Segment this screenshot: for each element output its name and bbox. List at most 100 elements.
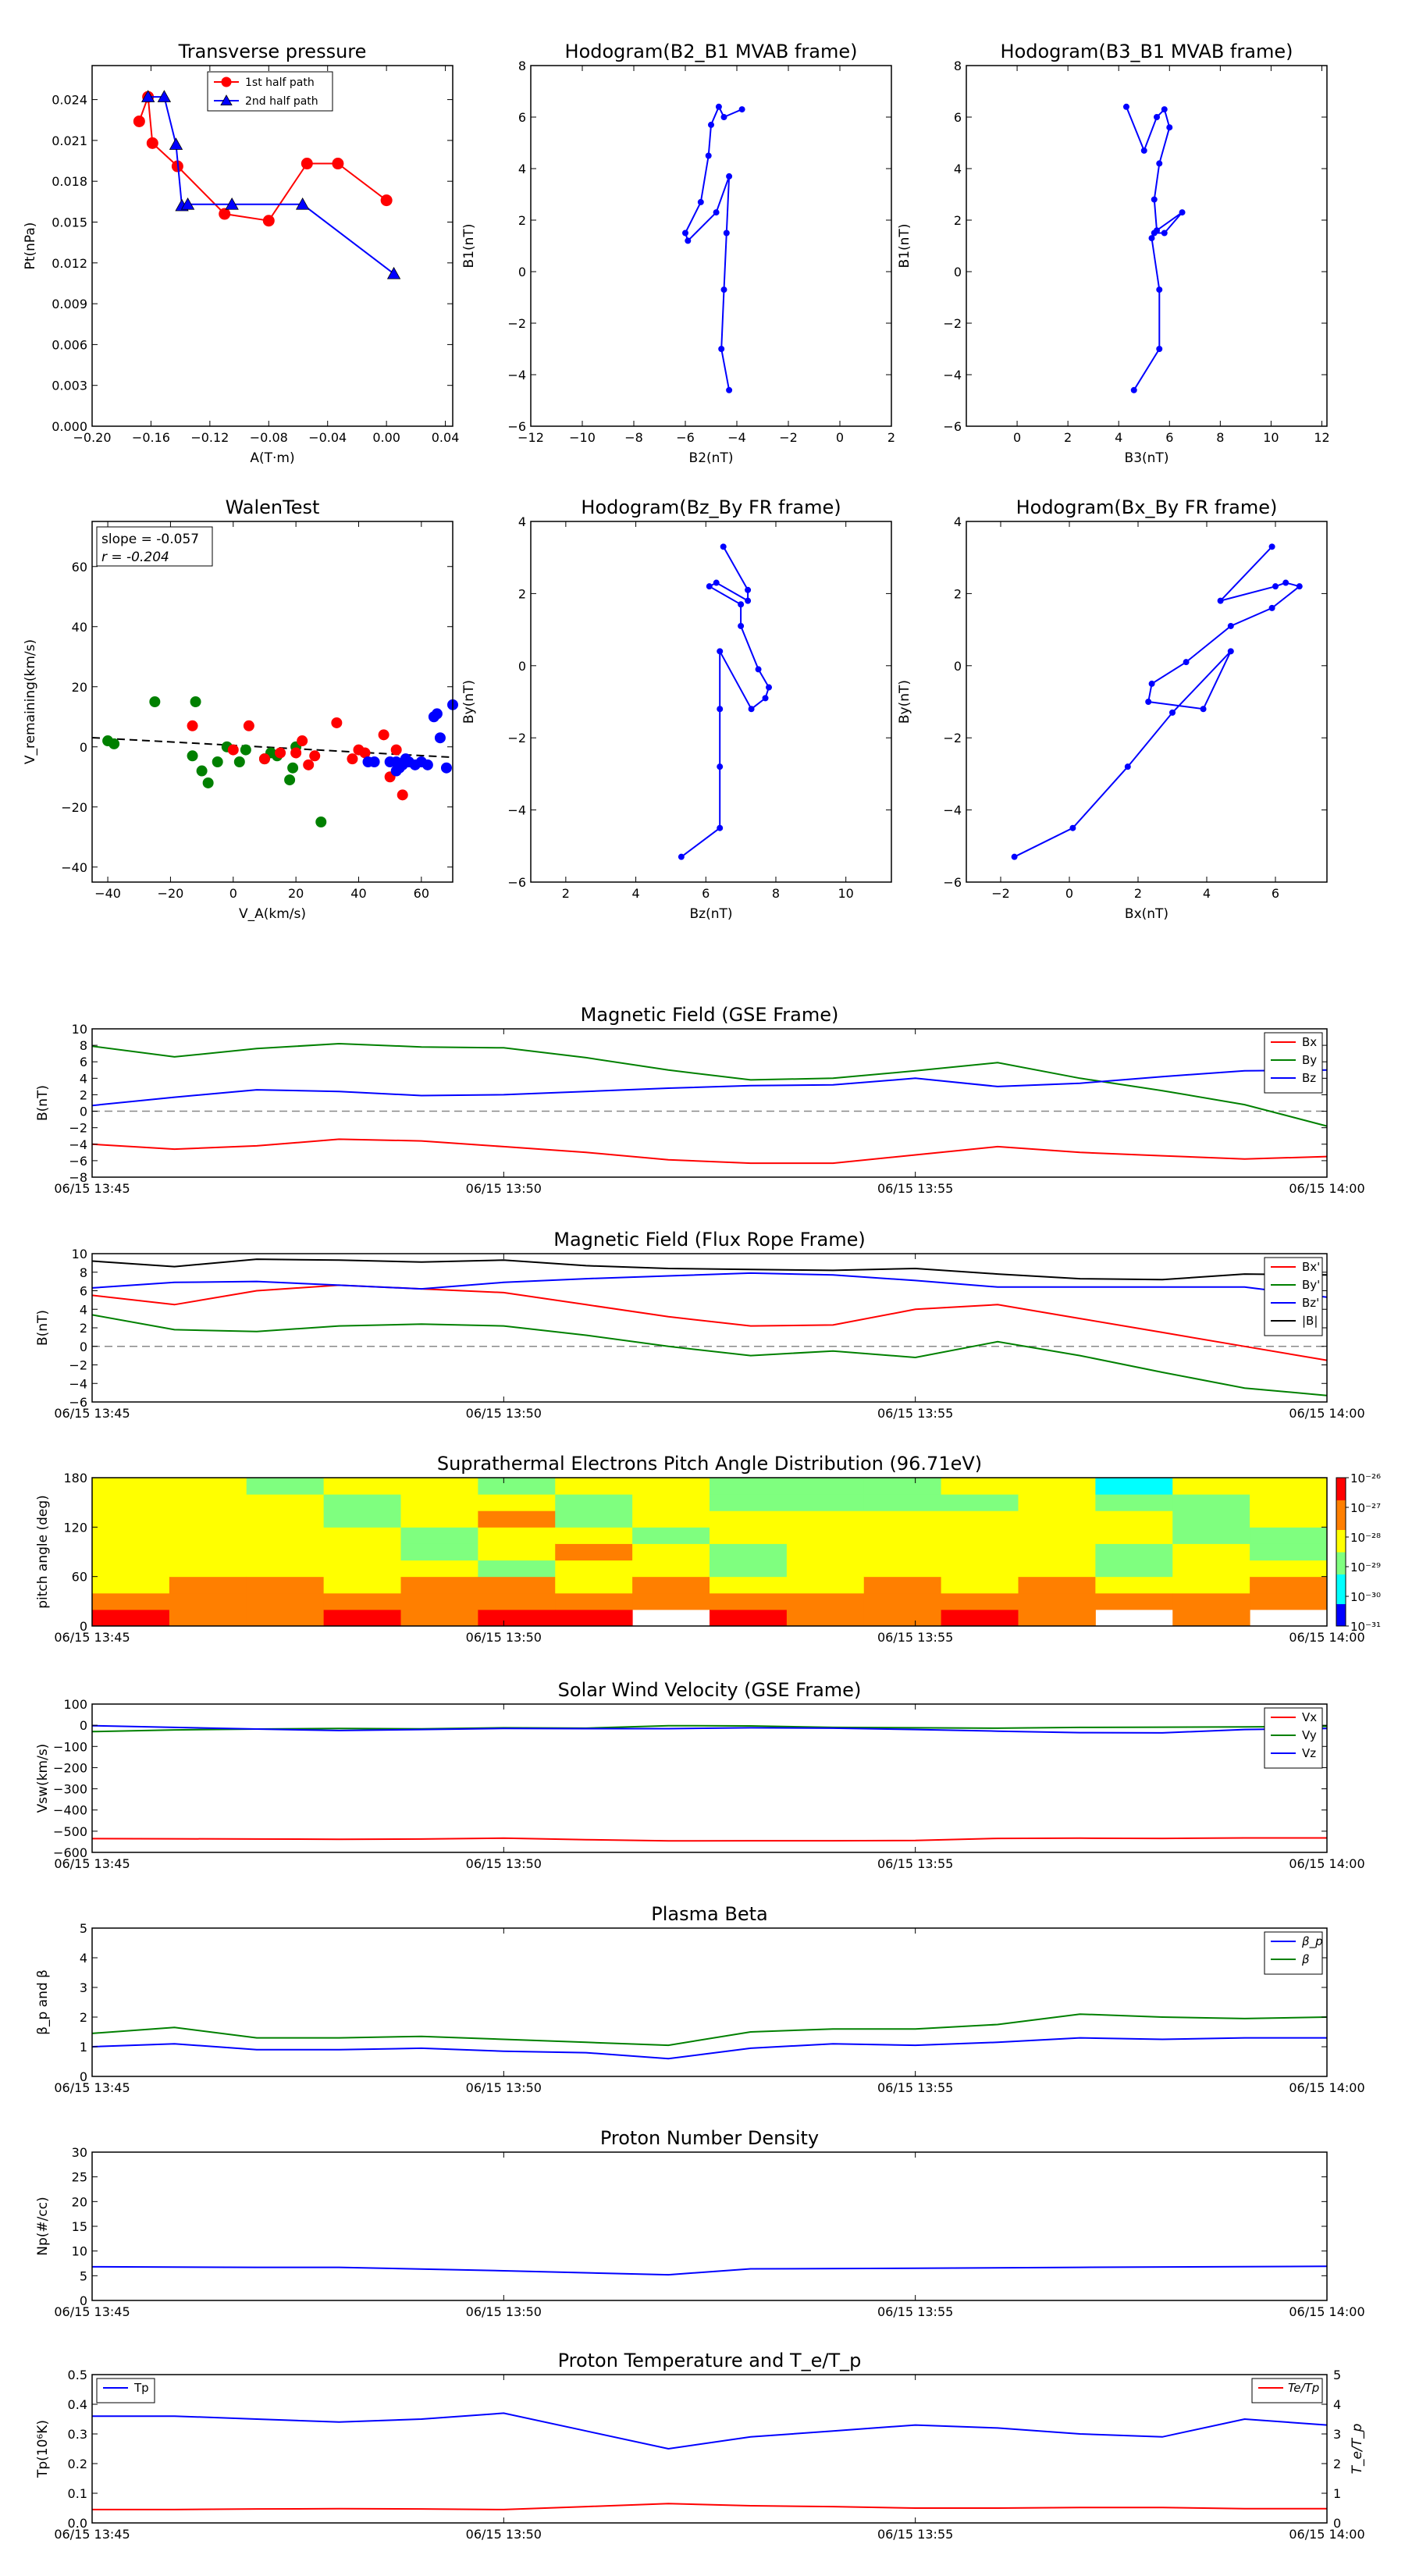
y-tick-label: 2 (1333, 2457, 1341, 2471)
heatmap-cell (1250, 1543, 1328, 1561)
y-tick-label: 20 (72, 680, 87, 695)
x-tick-label: 40 (350, 886, 366, 901)
hodogram-point (762, 695, 769, 702)
colorbar-cell (1336, 1578, 1346, 1582)
series-line-data (91, 2265, 1328, 2276)
hodogram-point (1161, 229, 1168, 237)
y-axis-label: By(nT) (897, 680, 912, 724)
colorbar-cell (1336, 1500, 1346, 1504)
series-line (148, 96, 395, 275)
x-tick-label: 0.04 (432, 430, 460, 445)
y-tick-label: 25 (72, 2170, 87, 2185)
x-tick-label: 06/15 13:55 (877, 2304, 953, 2319)
legend-label: Bx (1302, 1035, 1317, 1049)
y-tick-label: −300 (53, 1782, 87, 1797)
y-tick-label: 0.012 (52, 256, 87, 271)
heatmap-cell (786, 1560, 865, 1578)
fit-info-box: slope = -0.057 r = -0.204 (96, 526, 213, 567)
x-tick-label: −40 (94, 886, 121, 901)
colorbar-cell (1336, 1537, 1346, 1542)
y-tick-label: 0 (954, 659, 962, 674)
y-tick-label: −100 (53, 1739, 87, 1754)
panel-title: Hodogram(B3_B1 MVAB frame) (1001, 41, 1293, 62)
y-tick-label: 100 (63, 1697, 87, 1712)
heatmap-cell (555, 1576, 633, 1594)
y-axis-label: V_remaining(km/s) (23, 639, 38, 764)
y-tick-label: −200 (53, 1760, 87, 1775)
heatmap-cell (941, 1576, 1019, 1594)
heatmap-cell (863, 1527, 942, 1544)
y2-axis-label: T_e/T_p (1350, 2423, 1365, 2474)
colorbar-cell (1336, 1555, 1346, 1560)
hodogram-point (726, 386, 733, 393)
plot-frame (91, 1253, 1328, 1403)
heatmap-cell (169, 1494, 247, 1511)
hodogram-point (1124, 763, 1131, 770)
data-point (225, 197, 239, 210)
x-axis-label: V_A(km/s) (239, 906, 306, 922)
panel-h2: 0 2 4 6 8 10 12 −6 −4 −2 0 2 4 6 8 Hodogram(B3_B1 MVAB … (897, 41, 1330, 466)
plot-frame (966, 521, 1328, 883)
scatter-point (233, 756, 245, 767)
hodogram-point (697, 198, 704, 205)
colorbar-cell (1336, 1552, 1346, 1557)
series-line-Bz' (91, 1272, 1328, 1298)
panel-title: Solar Wind Velocity (GSE Frame) (558, 1679, 862, 1701)
x-tick-label: −10 (569, 430, 596, 445)
data-point (146, 137, 158, 149)
colorbar-cell (1336, 1618, 1346, 1623)
colorbar-cell (1336, 1507, 1346, 1512)
legend-box (96, 2378, 155, 2403)
hodogram-point (720, 543, 727, 550)
scatter-point (258, 753, 270, 765)
plot-frame (91, 1703, 1328, 1853)
colorbar-cell (1336, 1540, 1346, 1545)
hodogram-point (738, 601, 745, 608)
heatmap-cell (710, 1609, 788, 1627)
heatmap-cell (555, 1592, 633, 1610)
heatmap-cell (786, 1494, 865, 1511)
heatmap-cell (169, 1592, 247, 1610)
y-tick-label: 4 (954, 162, 962, 176)
y-tick-label: −500 (53, 1824, 87, 1839)
y-tick-label: 0.024 (52, 93, 87, 108)
plot-frame (91, 1927, 1328, 2077)
y-tick-label: 8 (80, 1038, 87, 1053)
y-tick-label: 4 (518, 514, 526, 529)
hodogram-point (745, 586, 752, 593)
y-tick-label: 180 (63, 1471, 87, 1485)
scatter-point (243, 720, 254, 731)
legend-label: Tp (133, 2381, 149, 2395)
panel-title: Hodogram(Bz_By FR frame) (581, 496, 841, 518)
y-tick-label: 8 (954, 59, 962, 73)
y-tick-label: 2 (954, 213, 962, 228)
y-tick-label: 10 (72, 1022, 87, 1037)
x-tick-label: 06/15 14:00 (1289, 2304, 1364, 2319)
y-tick-label: 0 (1333, 2516, 1341, 2531)
heatmap-cell (1172, 1560, 1250, 1578)
x-tick-label: 06/15 13:50 (466, 1181, 542, 1196)
y-tick-label: −2 (507, 316, 526, 331)
heatmap-cell (786, 1576, 865, 1594)
fit-line (91, 736, 454, 759)
heatmap-cell (1095, 1478, 1173, 1495)
series-line (138, 96, 387, 222)
hodogram-point (766, 684, 773, 691)
scatter-point (368, 756, 380, 767)
y-axis-label: B(nT) (35, 1310, 51, 1346)
y-tick-label: 20 (72, 2194, 87, 2209)
x-axis-label: B3(nT) (1125, 450, 1169, 466)
heatmap-cell (169, 1527, 247, 1544)
heatmap-cell (632, 1592, 710, 1610)
y-tick-label: −600 (53, 1845, 87, 1860)
data-point (180, 197, 195, 210)
y-tick-label: 0 (518, 659, 526, 674)
heatmap-cell (710, 1494, 788, 1511)
y-tick-label: 0 (80, 1718, 87, 1733)
x-axis-label: A(T·m) (250, 450, 294, 466)
heatmap-cell (863, 1543, 942, 1561)
y-tick-label: 8 (518, 59, 526, 73)
hodogram-point (720, 114, 727, 120)
heatmap-cell (1250, 1576, 1328, 1594)
heatmap-cell (863, 1609, 942, 1627)
